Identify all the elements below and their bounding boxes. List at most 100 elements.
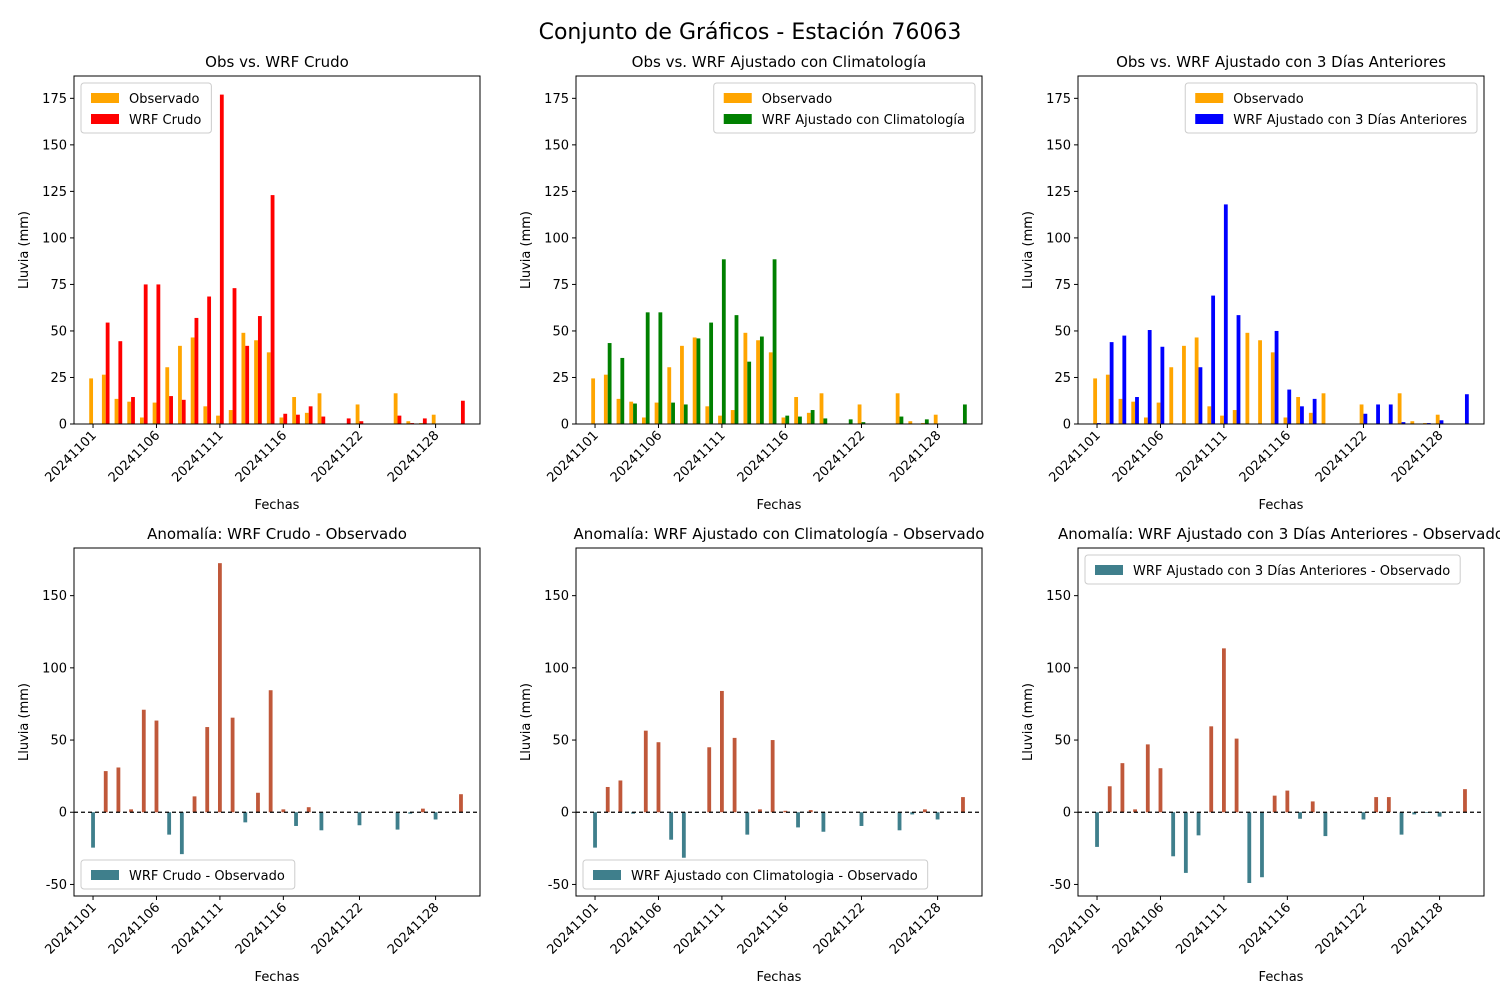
- x-tick-label: 20241128: [887, 428, 944, 485]
- anomaly-bar: [1171, 812, 1176, 857]
- anomaly-bar: [268, 690, 273, 813]
- y-tick-label: 50: [1054, 324, 1071, 339]
- bar: [219, 94, 224, 425]
- bar: [1312, 398, 1317, 424]
- bar: [131, 397, 135, 424]
- y-tick-label: 50: [50, 324, 67, 339]
- x-axis-label: Fechas: [1259, 970, 1304, 985]
- panel-obs-vs-wrf-3dias: Obs vs. WRF Ajustado con 3 Días Anterior…: [1021, 53, 1485, 513]
- legend-swatch: [91, 870, 119, 880]
- y-tick-label: 100: [544, 661, 569, 676]
- axes-frame: [73, 547, 481, 897]
- bar: [1223, 204, 1228, 424]
- y-tick-label: 75: [50, 278, 67, 293]
- x-tick-label: 20241106: [608, 428, 665, 485]
- x-tick-label: 20241116: [1237, 900, 1294, 957]
- x-tick-label: 20241111: [169, 900, 226, 957]
- bar: [1435, 414, 1440, 424]
- x-tick-label: 20241116: [735, 900, 792, 957]
- y-tick-label: -50: [1050, 878, 1071, 893]
- x-tick-label: 20241116: [735, 428, 792, 485]
- bar: [1258, 340, 1262, 424]
- bar: [1439, 420, 1444, 424]
- y-tick-label: 100: [544, 231, 569, 246]
- bar: [89, 378, 94, 424]
- anomaly-bar: [141, 709, 146, 813]
- y-tick-label: 125: [544, 185, 569, 200]
- bar: [308, 406, 313, 424]
- bar: [1308, 412, 1313, 424]
- anomaly-bar: [129, 809, 133, 813]
- bar: [292, 397, 297, 424]
- axes-frame: [1077, 75, 1485, 425]
- chart-title: Obs vs. WRF Crudo: [205, 53, 349, 71]
- legend: WRF Crudo - Observado: [80, 859, 296, 890]
- x-axis-label: Fechas: [255, 498, 300, 513]
- x-axis-label: Fechas: [757, 498, 802, 513]
- bar: [114, 398, 119, 424]
- anomaly-bar: [707, 747, 712, 813]
- bar: [721, 259, 726, 424]
- y-tick-label: 125: [42, 185, 67, 200]
- y-tick-label: 25: [50, 371, 67, 386]
- bar: [1236, 315, 1241, 424]
- anomaly-bar: [103, 771, 108, 813]
- legend: Observado WRF Ajustado con Climatología: [713, 82, 976, 134]
- x-tick-label: 20241106: [608, 900, 665, 957]
- x-tick-label: 20241122: [811, 428, 868, 485]
- bar: [1131, 401, 1136, 424]
- bar: [101, 374, 106, 424]
- bar: [1410, 421, 1415, 424]
- bar: [266, 352, 271, 424]
- y-tick-label: 100: [42, 231, 67, 246]
- x-tick-label: 20241111: [671, 900, 728, 957]
- anomaly-bar: [154, 720, 159, 813]
- bar: [734, 315, 739, 424]
- bar: [848, 419, 853, 424]
- bar: [747, 361, 752, 424]
- anomaly-bar: [1425, 812, 1429, 813]
- legend: WRF Ajustado con 3 Días Anteriores - Obs…: [1084, 554, 1461, 585]
- anomaly-bar: [408, 812, 413, 814]
- bar: [232, 288, 237, 424]
- legend-label: Observado: [1233, 92, 1304, 107]
- anomaly-bar: [395, 812, 400, 830]
- y-tick-label: 175: [42, 92, 67, 107]
- anomaly-bar: [116, 767, 121, 813]
- y-tick-label: 0: [1063, 806, 1071, 821]
- bar: [899, 416, 904, 424]
- legend-label: Observado: [762, 92, 833, 107]
- anomaly-bar: [669, 812, 674, 840]
- bar: [658, 312, 663, 424]
- bar: [1147, 330, 1152, 424]
- bar: [683, 404, 688, 424]
- legend-swatch: [91, 114, 119, 124]
- y-tick-label: 0: [561, 418, 569, 433]
- bar: [1122, 335, 1127, 424]
- bar: [633, 403, 637, 424]
- x-tick-label: 20241128: [1389, 428, 1446, 485]
- anomaly-bar: [618, 780, 623, 813]
- bar: [143, 284, 148, 424]
- anomaly-bar: [306, 807, 311, 813]
- anomaly-bar: [935, 812, 940, 820]
- bar: [861, 422, 866, 424]
- anomaly-bar: [961, 797, 965, 813]
- bar: [772, 259, 777, 424]
- bar: [1220, 415, 1224, 424]
- x-tick-label: 20241116: [233, 900, 290, 957]
- x-tick-label: 20241106: [1110, 428, 1167, 485]
- bar: [118, 341, 123, 424]
- bar: [393, 393, 398, 424]
- legend-swatch: [1195, 93, 1224, 103]
- legend-label: WRF Ajustado con Climatología: [762, 113, 965, 128]
- bar: [857, 404, 862, 424]
- y-axis-label: Lluvia (mm): [1021, 211, 1036, 289]
- anomaly-bar: [910, 812, 915, 815]
- bar: [207, 296, 212, 424]
- bar: [1156, 402, 1161, 424]
- anomaly-bar: [897, 812, 902, 831]
- x-tick-label: 20241111: [671, 428, 728, 485]
- bar: [1169, 367, 1174, 424]
- bar: [1321, 393, 1326, 424]
